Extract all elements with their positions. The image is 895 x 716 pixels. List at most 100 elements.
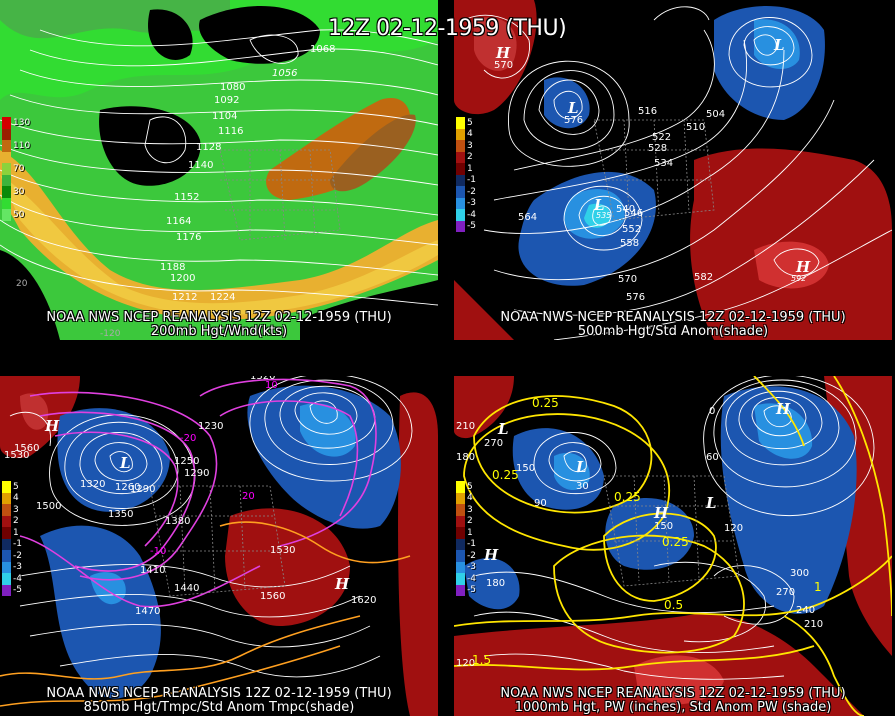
legend-swatch — [2, 561, 11, 573]
legend-label: 3 — [467, 504, 473, 515]
low-pressure-marker: L — [773, 36, 785, 54]
legend-label: 2 — [13, 516, 19, 527]
contour-label: 1188 — [160, 262, 185, 273]
contour-label: 1560 — [260, 591, 285, 602]
contour-label: 1440 — [174, 583, 199, 594]
contour-label: 558 — [620, 238, 639, 249]
legend-swatch — [456, 220, 465, 232]
contour-label: 90 — [534, 498, 547, 509]
contour-label: 1092 — [214, 95, 239, 106]
contour-label: 180 — [486, 578, 505, 589]
contour-label: 540 — [616, 204, 635, 215]
legend-label: 30 — [13, 186, 25, 197]
low-pressure-marker: L — [567, 99, 579, 117]
legend-label: 3 — [13, 504, 19, 515]
legend-label: 4 — [13, 493, 19, 504]
contour-label: 1320 — [250, 376, 275, 382]
legend-swatch — [456, 515, 465, 527]
legend-850mb: 5 4 3 2 1 -1 -2 -3 -4 -5 — [2, 481, 22, 596]
legend-swatch — [456, 550, 465, 562]
legend-label: -2 — [13, 550, 22, 561]
map-200mb: 1068 1056 1080 1092 1104 1116 1128 1140 … — [0, 0, 438, 340]
contour-label: 1560 — [14, 443, 39, 454]
contour-label: 1224 — [210, 292, 235, 303]
legend-swatch — [456, 140, 465, 152]
low-pressure-marker: L — [119, 454, 131, 472]
contour-label: 1350 — [108, 509, 133, 520]
pw-label: 0.25 — [662, 535, 689, 549]
pw-label: 0.25 — [492, 468, 519, 482]
contour-label: 240 — [796, 605, 815, 616]
panel-500mb: 570 576 516 510 504 522 528 534 540 546 … — [454, 0, 892, 340]
contour-label: 1290 — [184, 468, 209, 479]
legend-label: 50 — [13, 209, 25, 220]
panel-caption-line1: NOAA NWS NCEP REANALYSIS 12Z 02-12-1959 … — [46, 310, 392, 325]
legend-label: 110 — [13, 140, 31, 151]
contour-label: 30 — [576, 481, 589, 492]
grid-label: 20 — [16, 279, 28, 289]
legend-swatch — [2, 504, 11, 516]
legend-label: -5 — [467, 221, 476, 232]
legend-swatch — [2, 140, 11, 152]
contour-label: 546 — [624, 208, 643, 219]
legend-label: 3 — [467, 140, 473, 151]
contour-label: 1128 — [196, 142, 221, 153]
panel-caption-line2: 200mb Hgt/Wnd(kts) — [150, 324, 288, 339]
contour-label: 1380 — [165, 516, 190, 527]
contour-label: 535 — [596, 211, 611, 220]
legend-swatch — [456, 584, 465, 596]
legend-swatch — [2, 538, 11, 550]
contour-label: 270 — [484, 438, 503, 449]
contour-label: 1410 — [140, 565, 165, 576]
high-pressure-marker: H — [334, 575, 350, 593]
legend-swatch — [2, 550, 11, 562]
legend-swatch — [456, 151, 465, 163]
contour-label: 0 — [709, 406, 715, 417]
low-pressure-marker: L — [497, 420, 509, 438]
contour-label: 150 — [516, 463, 535, 474]
panel-caption-line1: NOAA NWS NCEP REANALYSIS 12Z 02-12-1959 … — [500, 686, 846, 701]
map-1000mb: 210 180 270 150 90 30 0 60 120 180 240 2… — [454, 376, 892, 716]
legend-swatch — [2, 163, 11, 175]
contour-label: 1068 — [310, 44, 335, 55]
contour-label: 1104 — [212, 111, 237, 122]
high-pressure-marker: H — [44, 417, 60, 435]
contour-label: 210 — [456, 421, 475, 432]
legend-label: 2 — [467, 516, 473, 527]
legend-swatch — [456, 492, 465, 504]
contour-label: 576 — [564, 115, 583, 126]
high-pressure-marker: H — [483, 546, 499, 564]
legend-swatch — [456, 504, 465, 516]
contour-label: 1176 — [176, 232, 201, 243]
legend-label: -3 — [467, 562, 476, 573]
grid-label: -120 — [100, 329, 121, 339]
legend-swatch — [2, 151, 11, 163]
legend-label: 1 — [13, 527, 19, 538]
contour-label: 1470 — [135, 606, 160, 617]
contour-label: 180 — [456, 452, 475, 463]
legend-swatch — [456, 128, 465, 140]
contour-label: 120 — [724, 523, 743, 534]
legend-label: 1 — [467, 527, 473, 538]
legend-label: -3 — [13, 562, 22, 573]
contour-label: 570 — [494, 60, 513, 71]
contour-label: 1200 — [170, 273, 195, 284]
low-pressure-marker: L — [705, 494, 717, 512]
contour-label: 1152 — [174, 192, 199, 203]
legend-label: -1 — [467, 539, 476, 550]
legend-label: 1 — [467, 163, 473, 174]
high-pressure-marker: H — [795, 258, 811, 276]
contour-label: 120 — [456, 658, 475, 669]
temp-label: 10 — [265, 380, 278, 391]
legend-label: 5 — [13, 481, 19, 492]
pw-label: 1 — [814, 580, 822, 594]
contour-label: 1500 — [36, 501, 61, 512]
legend-label: -5 — [467, 585, 476, 596]
contour-label: 1620 — [351, 595, 376, 606]
panel-caption-line2: 500mb Hgt/Std Anom(shade) — [577, 324, 769, 339]
legend-label: 2 — [467, 152, 473, 163]
contour-label: 300 — [790, 568, 809, 579]
analysis-timestamp: 12Z 02-12-1959 (THU) — [328, 16, 567, 41]
contour-label: 60 — [706, 452, 719, 463]
legend-label: 5 — [467, 117, 473, 128]
